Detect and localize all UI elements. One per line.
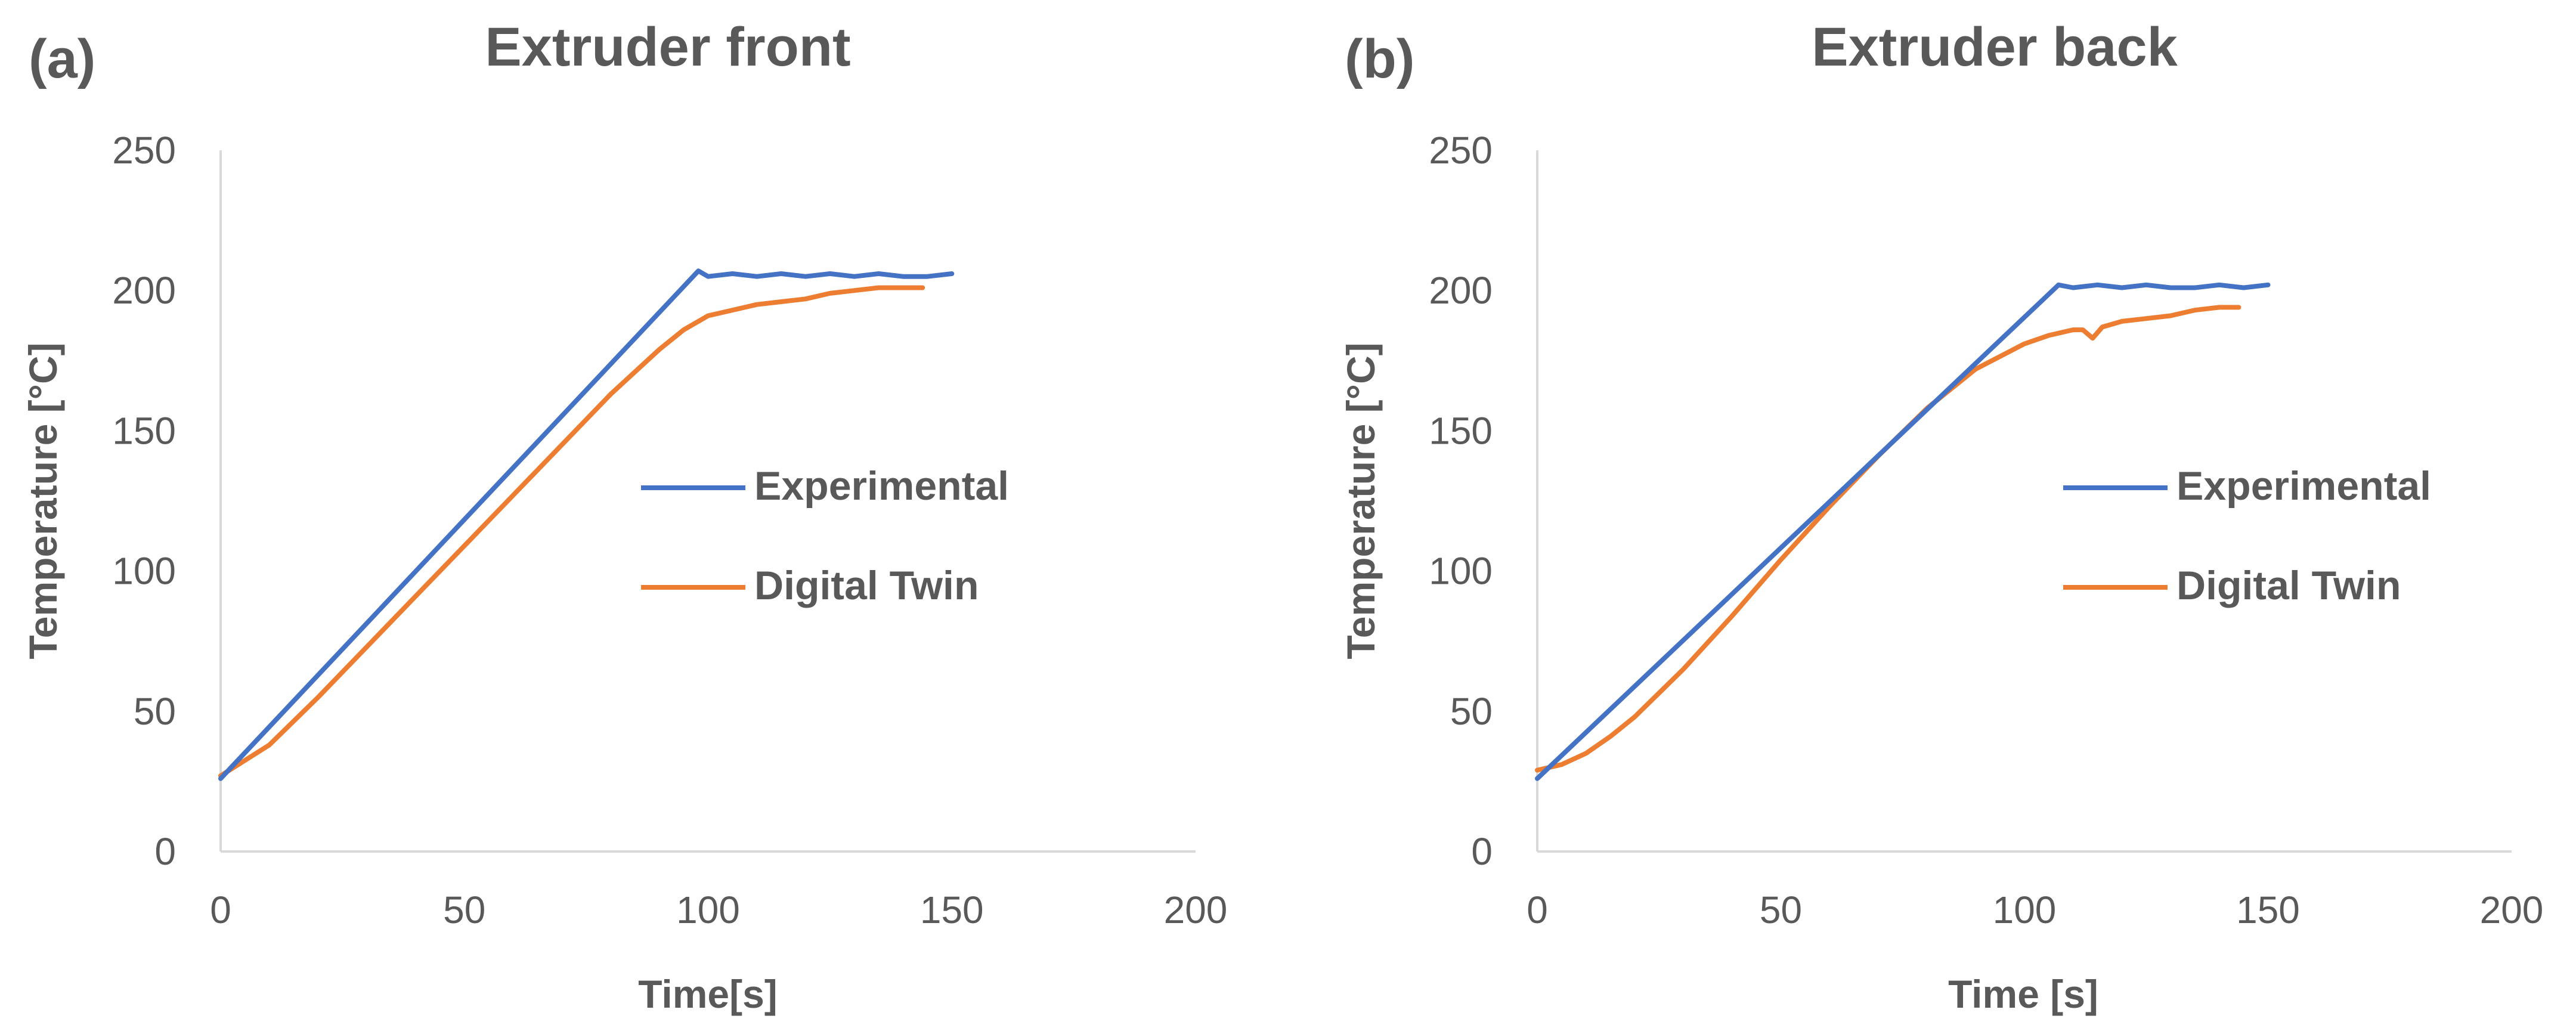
- x-axis-label: Time[s]: [638, 972, 778, 1016]
- y-tick-label: 50: [1450, 690, 1493, 733]
- y-tick-label: 250: [1429, 129, 1493, 172]
- chart-title: Extruder front: [485, 17, 850, 78]
- y-tick-label: 150: [1429, 409, 1493, 452]
- series-line-experimental: [218, 268, 955, 781]
- series-line-digital-twin: [218, 285, 925, 778]
- y-tick-label: 0: [154, 830, 176, 873]
- x-tick-label: 150: [920, 888, 984, 931]
- y-tick-label: 100: [1429, 550, 1493, 593]
- y-tick-label: 250: [112, 129, 176, 172]
- panel-letter: (b): [1345, 29, 1414, 89]
- y-axis-label: Temperature [°C]: [21, 342, 65, 659]
- y-tick-label: 0: [1471, 830, 1493, 873]
- x-tick-label: 0: [210, 888, 231, 931]
- legend-label: Digital Twin: [2176, 563, 2401, 608]
- x-tick-label: 100: [1993, 888, 2057, 931]
- x-tick-label: 150: [2236, 888, 2300, 931]
- x-tick-label: 200: [2480, 888, 2544, 931]
- series-line-experimental: [1535, 282, 2271, 781]
- series-line-digital-twin: [1535, 305, 2241, 773]
- y-tick-label: 100: [112, 550, 176, 593]
- x-axis-label: Time [s]: [1948, 972, 2098, 1016]
- panel-letter: (a): [29, 29, 95, 89]
- x-tick-label: 200: [1164, 888, 1228, 931]
- chart-panel-0: (a) Extruder front 0 50 100 150 200 250 0 50 100 15…: [21, 17, 1227, 1016]
- y-tick-label: 50: [134, 690, 176, 733]
- y-axis-label: Temperature [°C]: [1339, 342, 1383, 659]
- y-tick-label: 150: [112, 409, 176, 452]
- legend-label: Digital Twin: [754, 563, 979, 608]
- chart-panel-1: (b) Extruder back 0 50 100 150 200 250 0 50 100 150…: [1339, 17, 2543, 1016]
- legend-label: Experimental: [754, 463, 1009, 509]
- chart-title: Extruder back: [1812, 17, 2178, 78]
- x-tick-label: 50: [1760, 888, 1802, 931]
- x-tick-label: 100: [676, 888, 740, 931]
- y-tick-label: 200: [1429, 269, 1493, 312]
- legend-label: Experimental: [2176, 463, 2431, 509]
- x-tick-label: 50: [443, 888, 485, 931]
- x-tick-label: 0: [1527, 888, 1548, 931]
- y-tick-label: 200: [112, 269, 176, 312]
